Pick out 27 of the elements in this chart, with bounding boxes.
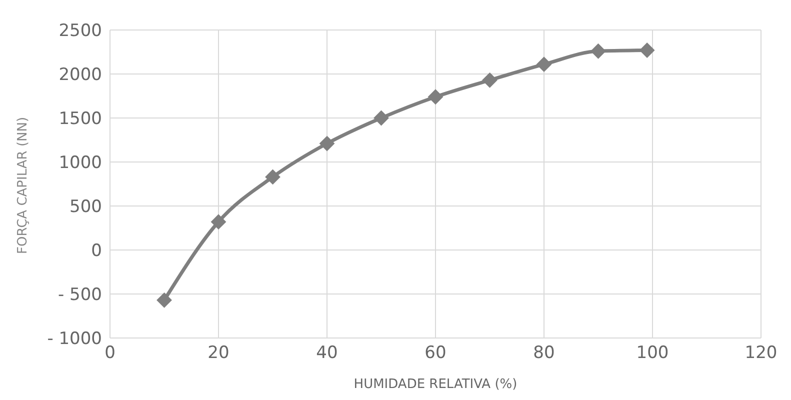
point [374, 110, 389, 126]
y-tick-label: 2000 [58, 65, 102, 86]
point [640, 42, 655, 58]
y-axis-title: FORÇA CAPILAR (NN) [16, 116, 31, 254]
x-tick-label: 120 [744, 343, 778, 364]
x-axis-title: HUMIDADE RELATIVA (%) [354, 377, 518, 392]
x-tick-label: 80 [533, 343, 555, 364]
y-tick-label: - 500 [58, 285, 102, 306]
x-tick-label: 60 [424, 343, 446, 364]
point [265, 169, 280, 184]
point [428, 89, 443, 104]
point [536, 56, 552, 72]
point [320, 136, 334, 152]
point [590, 44, 606, 59]
point [482, 72, 498, 88]
x-tick-label: 100 [636, 343, 669, 364]
y-tick-label: 1000 [58, 153, 102, 174]
x-tick-label: 0 [104, 343, 116, 364]
y-tick-label: 500 [70, 197, 102, 218]
y-tick-label: 1500 [58, 109, 102, 130]
x-tick-label: 40 [316, 343, 338, 364]
point [156, 292, 172, 308]
y-tick-label: - 1000 [47, 329, 102, 350]
y-tick-label: 2500 [58, 21, 102, 42]
y-tick-label: 0 [91, 241, 102, 262]
x-tick-label: 20 [208, 343, 230, 364]
point [211, 214, 226, 230]
